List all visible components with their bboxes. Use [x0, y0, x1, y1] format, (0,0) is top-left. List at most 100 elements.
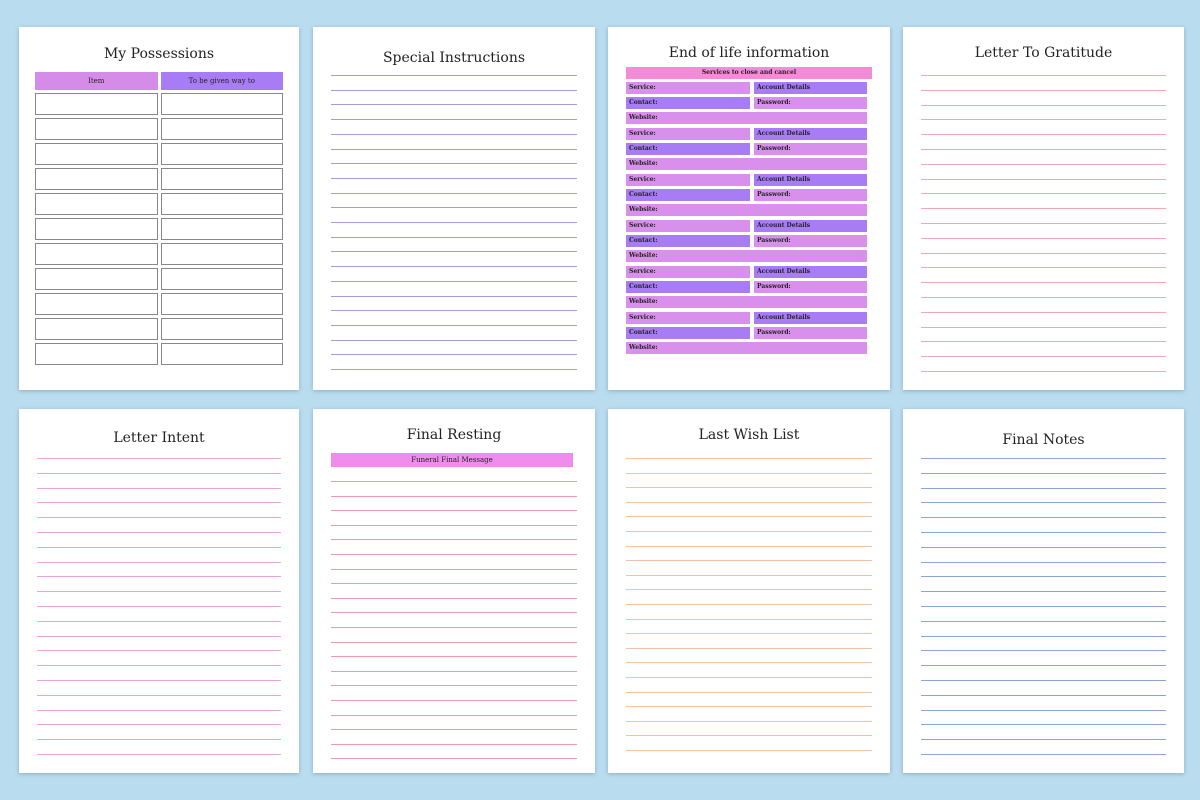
- password-field[interactable]: Password:: [754, 281, 867, 293]
- account-details-field[interactable]: Account Details: [754, 312, 867, 324]
- item-cell[interactable]: [35, 318, 158, 340]
- special-instructions-page: Special Instructions: [313, 27, 595, 390]
- writing-line: [921, 119, 1166, 121]
- service-group: Service: Account Details Contact: Password:…: [626, 174, 872, 216]
- given-to-cell[interactable]: [160, 318, 283, 340]
- website-field[interactable]: Website:: [626, 112, 867, 124]
- item-cell[interactable]: [35, 168, 158, 190]
- website-field[interactable]: Website:: [626, 342, 867, 354]
- account-details-field[interactable]: Account Details: [754, 220, 867, 232]
- service-field[interactable]: Service:: [626, 266, 750, 278]
- website-row: Website:: [626, 250, 867, 262]
- writing-line: [331, 510, 577, 512]
- item-cell[interactable]: [35, 118, 158, 140]
- website-field[interactable]: Website:: [626, 250, 867, 262]
- account-details-field[interactable]: Account Details: [754, 174, 867, 186]
- password-field[interactable]: Password:: [754, 327, 867, 339]
- page-title: Final Notes: [1002, 432, 1085, 448]
- writing-line: [37, 620, 281, 622]
- contact-field[interactable]: Contact:: [626, 97, 750, 109]
- account-details-field[interactable]: Account Details: [754, 128, 867, 140]
- account-details-field[interactable]: Account Details: [754, 82, 867, 94]
- password-field[interactable]: Password:: [754, 97, 867, 109]
- writing-line: [921, 472, 1166, 474]
- writing-line: [921, 89, 1166, 91]
- password-field[interactable]: Password:: [754, 189, 867, 201]
- item-cell[interactable]: [35, 268, 158, 290]
- writing-line: [331, 192, 577, 194]
- item-cell[interactable]: [35, 343, 158, 365]
- writing-line: [921, 178, 1166, 180]
- writing-line: [37, 487, 281, 489]
- page-title: Letter Intent: [113, 430, 205, 446]
- writing-line: [921, 163, 1166, 165]
- page-title: Special Instructions: [382, 50, 526, 66]
- service-field[interactable]: Service:: [626, 312, 750, 324]
- table-row: [35, 143, 283, 165]
- writing-line: [331, 280, 577, 282]
- writing-line: [921, 223, 1166, 224]
- website-field[interactable]: Website:: [626, 158, 867, 170]
- service-row: Service: Account Details: [626, 266, 867, 278]
- service-field[interactable]: Service:: [626, 220, 750, 232]
- item-cell[interactable]: [35, 218, 158, 240]
- contact-field[interactable]: Contact:: [626, 327, 750, 339]
- final-notes-page: Final Notes: [903, 409, 1184, 773]
- contact-row: Contact: Password:: [626, 189, 867, 201]
- given-to-cell[interactable]: [160, 143, 283, 165]
- contact-field[interactable]: Contact:: [626, 189, 750, 201]
- contact-field[interactable]: Contact:: [626, 281, 750, 293]
- services-banner: Services to close and cancel: [626, 67, 872, 79]
- table-row: [35, 193, 283, 215]
- writing-line: [921, 267, 1166, 269]
- given-to-cell[interactable]: [160, 93, 283, 115]
- website-field[interactable]: Website:: [626, 296, 867, 308]
- writing-line: [37, 546, 281, 548]
- given-to-cell[interactable]: [160, 268, 283, 290]
- account-details-field[interactable]: Account Details: [754, 266, 867, 278]
- service-field[interactable]: Service:: [626, 82, 750, 94]
- writing-line: [921, 75, 1166, 76]
- writing-line: [37, 709, 281, 711]
- table-row: [35, 118, 283, 140]
- password-field[interactable]: Password:: [754, 235, 867, 247]
- given-to-cell[interactable]: [160, 168, 283, 190]
- contact-row: Contact: Password:: [626, 235, 867, 247]
- writing-line: [331, 729, 577, 731]
- writing-line: [37, 694, 281, 696]
- contact-field[interactable]: Contact:: [626, 235, 750, 247]
- writing-line: [921, 371, 1166, 372]
- writing-line: [37, 680, 281, 681]
- item-cell[interactable]: [35, 93, 158, 115]
- item-cell[interactable]: [35, 193, 158, 215]
- writing-line: [331, 524, 577, 526]
- item-cell[interactable]: [35, 293, 158, 315]
- writing-line: [331, 714, 577, 716]
- item-cell[interactable]: [35, 243, 158, 265]
- writing-line: [331, 324, 577, 326]
- writing-line: [626, 531, 872, 532]
- given-to-cell[interactable]: [160, 218, 283, 240]
- writing-line: [37, 576, 281, 578]
- given-to-cell[interactable]: [160, 343, 283, 365]
- given-to-cell[interactable]: [160, 193, 283, 215]
- item-cell[interactable]: [35, 143, 158, 165]
- service-field[interactable]: Service:: [626, 128, 750, 140]
- table-row: [35, 93, 283, 115]
- table-row: [35, 318, 283, 340]
- writing-line: [331, 758, 577, 760]
- given-to-cell[interactable]: [160, 118, 283, 140]
- writing-line: [626, 458, 872, 459]
- writing-line: [331, 295, 577, 297]
- service-field[interactable]: Service:: [626, 174, 750, 186]
- given-to-cell[interactable]: [160, 293, 283, 315]
- writing-line: [626, 501, 872, 503]
- writing-line: [37, 591, 281, 593]
- writing-line: [331, 89, 577, 91]
- website-field[interactable]: Website:: [626, 204, 867, 216]
- given-to-cell[interactable]: [160, 243, 283, 265]
- contact-field[interactable]: Contact:: [626, 143, 750, 155]
- password-field[interactable]: Password:: [754, 143, 867, 155]
- writing-line: [331, 104, 577, 106]
- writing-line: [626, 691, 872, 693]
